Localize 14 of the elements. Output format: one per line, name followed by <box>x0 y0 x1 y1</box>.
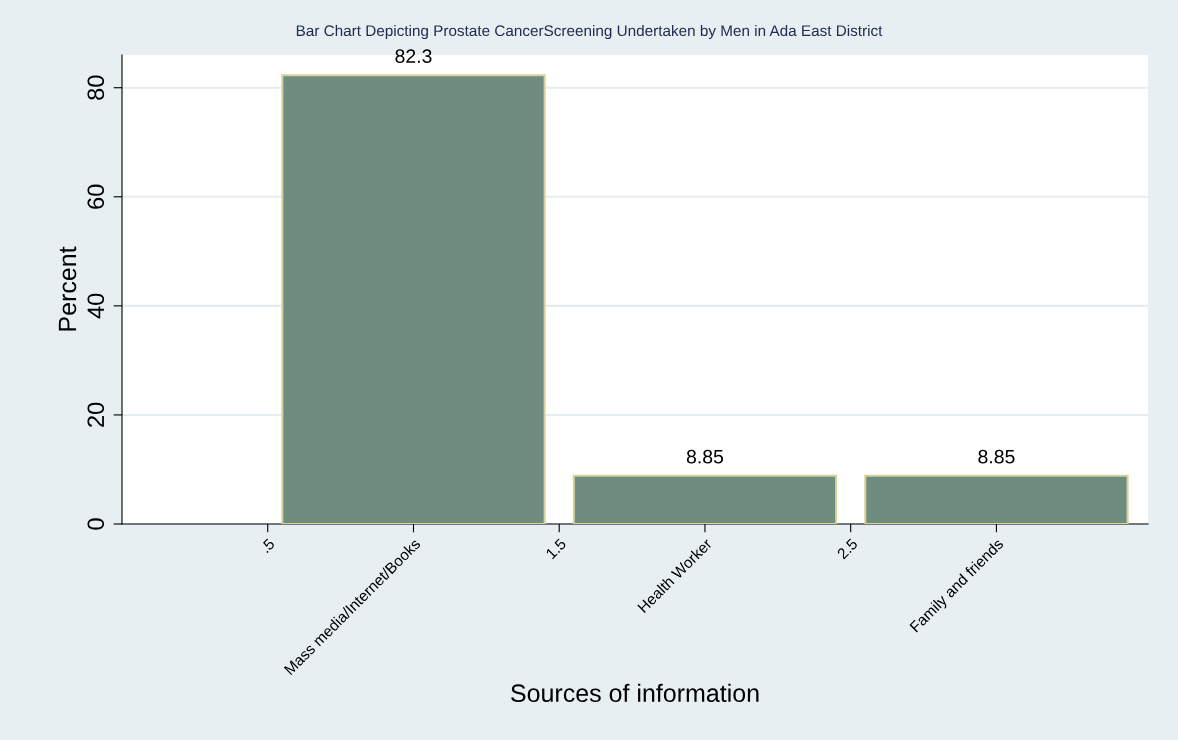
chart-title: Bar Chart Depicting Prostate CancerScreening Undertaken by Men in Ada East District <box>296 24 883 40</box>
x-tick-label: .5 <box>260 538 276 554</box>
y-tick-label: 20 <box>87 402 105 427</box>
y-tick-label: 80 <box>87 75 105 100</box>
x-tick-label: 1.5 <box>545 538 567 560</box>
y-tick-label: 40 <box>87 293 105 319</box>
x-tick-label: 2.5 <box>836 537 859 560</box>
y-tick-label: 0 <box>87 518 105 530</box>
data-label: 8.85 <box>978 449 1015 464</box>
x-axis-title: Sources of information <box>511 683 759 703</box>
data-label: 82.3 <box>395 49 432 63</box>
y-axis-title: Percent <box>58 246 77 331</box>
y-tick-label: 60 <box>87 184 105 209</box>
data-label: 8.85 <box>686 449 724 464</box>
